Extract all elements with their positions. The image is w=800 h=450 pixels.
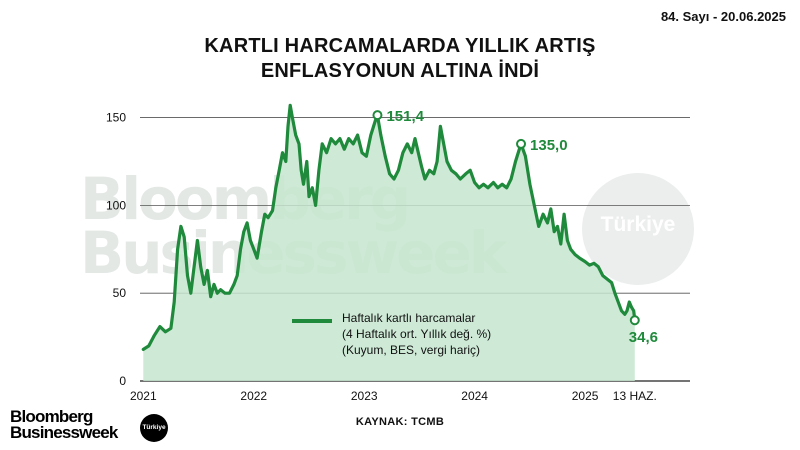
logo-badge: Türkiye bbox=[140, 414, 168, 442]
legend-label-2: (4 Haftalık ort. Yıllık değ. %) bbox=[342, 327, 492, 341]
annotation-label-0: 151,4 bbox=[386, 108, 424, 125]
annotation-marker-0 bbox=[372, 110, 383, 121]
chart-title-line-1: KARTLI HARCAMALARDA YILLIK ARTIŞ bbox=[204, 35, 596, 57]
x-axis: 2021 2022 2023 2024 2025 13 HAZ. bbox=[130, 389, 657, 403]
bloomberg-businessweek-logo: Bloomberg Businessweek bbox=[10, 407, 118, 442]
legend: Haftalık kartlı harcamalar (4 Haftalık o… bbox=[342, 310, 491, 358]
legend-label-1: Haftalık kartlı harcamalar bbox=[342, 311, 476, 325]
x-tick-label-5: 13 HAZ. bbox=[613, 389, 657, 403]
y-axis: 0 50 100 150 bbox=[106, 111, 126, 388]
x-tick-label-4: 2025 bbox=[572, 389, 599, 403]
x-tick-label-2: 2023 bbox=[351, 389, 378, 403]
issue-date: 84. Sayı - 20.06.2025 bbox=[660, 9, 786, 24]
chart-title: KARTLI HARCAMALARDA YILLIK ARTIŞ ENFLASY… bbox=[0, 34, 800, 84]
annotations: 151,4 135,0 34,6 bbox=[372, 108, 658, 346]
x-tick-label-1: 2022 bbox=[240, 389, 267, 403]
y-tick-label-50: 50 bbox=[113, 286, 127, 300]
x-tick-label-0: 2021 bbox=[130, 389, 157, 403]
series-line bbox=[141, 103, 637, 351]
watermark-badge-circle bbox=[582, 173, 694, 285]
annotation-label-1: 135,0 bbox=[530, 137, 568, 154]
series-area bbox=[143, 105, 635, 382]
logo-line-1: Bloomberg bbox=[10, 407, 93, 426]
y-tick-label-100: 100 bbox=[106, 198, 126, 212]
watermark-badge-text: Türkiye bbox=[600, 213, 676, 236]
legend-swatch bbox=[292, 319, 332, 323]
y-tick-label-150: 150 bbox=[106, 111, 126, 125]
source-note: KAYNAK: TCMB bbox=[355, 416, 445, 428]
annotation-marker-2 bbox=[629, 315, 640, 326]
annotation-marker-1 bbox=[516, 138, 527, 149]
chart-title-line-2: ENFLASYONUN ALTINA İNDİ bbox=[260, 60, 540, 82]
y-tick-label-0: 0 bbox=[119, 374, 126, 388]
x-tick-label-3: 2024 bbox=[461, 389, 488, 403]
logo-line-2: Businessweek bbox=[10, 423, 118, 442]
annotation-label-2: 34,6 bbox=[629, 329, 658, 346]
legend-label-3: (Kuyum, BES, vergi hariç) bbox=[342, 343, 481, 357]
